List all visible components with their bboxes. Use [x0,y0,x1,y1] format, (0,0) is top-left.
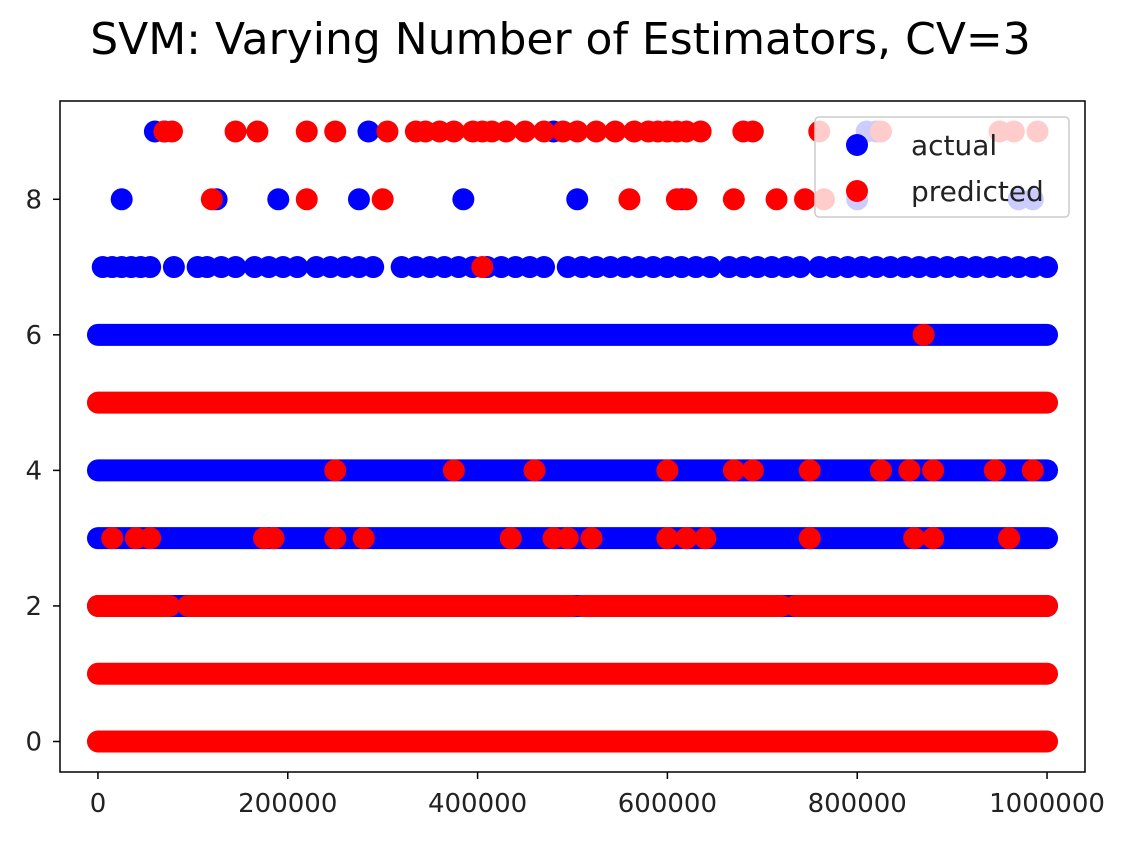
actual-point [789,256,812,279]
predicted-point [295,188,318,211]
plot-frame [59,100,1086,773]
y-tick-label: 6 [25,321,42,351]
predicted-point [675,527,698,550]
predicted-point [262,527,285,550]
legend-marker-predicted [846,180,868,202]
actual-point [452,188,475,211]
predicted-point [675,188,698,211]
actual-point [267,188,290,211]
predicted-point [604,120,627,143]
predicted-point [566,120,589,143]
predicted-point [898,459,921,482]
predicted-point [295,120,318,143]
predicted-point [694,527,717,550]
predicted-point [618,188,641,211]
actual-point [286,256,309,279]
legend-label-predicted: predicted [911,175,1044,208]
predicted-point [533,120,556,143]
predicted-point [442,120,465,143]
x-tick-label: 1000000 [989,789,1105,819]
predicted-point [722,459,745,482]
predicted-point [514,120,537,143]
actual-point [224,256,247,279]
predicted-point [523,459,546,482]
predicted-point [324,459,347,482]
predicted-point [371,188,394,211]
actual-point [699,256,722,279]
legend-label-actual: actual [911,129,997,162]
predicted-point [656,527,679,550]
actual-point [139,256,162,279]
chart-title: SVM: Varying Number of Estimators, CV=3 [90,14,1031,65]
x-tick-label: 400000 [428,789,527,819]
predicted-point [998,527,1021,550]
predicted-point [442,459,465,482]
predicted-point [689,120,712,143]
x-tick-label: 0 [90,789,107,819]
predicted-point [983,459,1006,482]
predicted-point [139,594,162,617]
actual-point [110,188,133,211]
predicted-point [722,188,745,211]
predicted-point [224,120,247,143]
predicted-point [585,120,608,143]
y-tick-label: 2 [25,592,42,622]
actual-point [566,188,589,211]
actual-point [533,256,556,279]
predicted-point [794,188,817,211]
predicted-point [556,527,579,550]
predicted-point [922,527,945,550]
axes: 0 200000 400000 600000 800000 1000000 0 2 4 6 8 [25,185,1104,819]
actual-point [357,120,380,143]
y-tick-label: 8 [25,185,42,215]
legend: actual predicted [814,116,1070,218]
predicted-point [741,459,764,482]
predicted-point [765,188,788,211]
predicted-point [495,120,518,143]
predicted-point [160,120,183,143]
predicted-point [471,256,494,279]
x-tick-label: 600000 [618,789,717,819]
predicted-point [580,527,603,550]
predicted-point [324,120,347,143]
predicted-point [246,120,269,143]
actual-point [1036,256,1059,279]
predicted-point [1021,459,1044,482]
predicted-point [324,527,347,550]
x-tick-label: 800000 [808,789,907,819]
predicted-point [139,527,162,550]
x-tick-label: 200000 [238,789,337,819]
actual-point [362,256,385,279]
predicted-point [101,527,124,550]
predicted-point [352,527,375,550]
y-tick-label: 4 [25,456,42,486]
predicted-point [741,120,764,143]
predicted-point [376,120,399,143]
legend-box [814,116,1070,218]
predicted-point [798,459,821,482]
actual-point [162,256,185,279]
predicted-point [903,527,926,550]
predicted-point [912,323,935,346]
y-tick-label: 0 [25,728,42,758]
actual-point [347,188,370,211]
predicted-point [499,527,522,550]
predicted-point [656,459,679,482]
predicted-point [922,459,945,482]
predicted-point [869,459,892,482]
plot-marks [86,120,1059,753]
series-predicted [86,120,1059,753]
legend-marker-actual [846,134,868,156]
predicted-point [200,188,223,211]
predicted-point [798,527,821,550]
